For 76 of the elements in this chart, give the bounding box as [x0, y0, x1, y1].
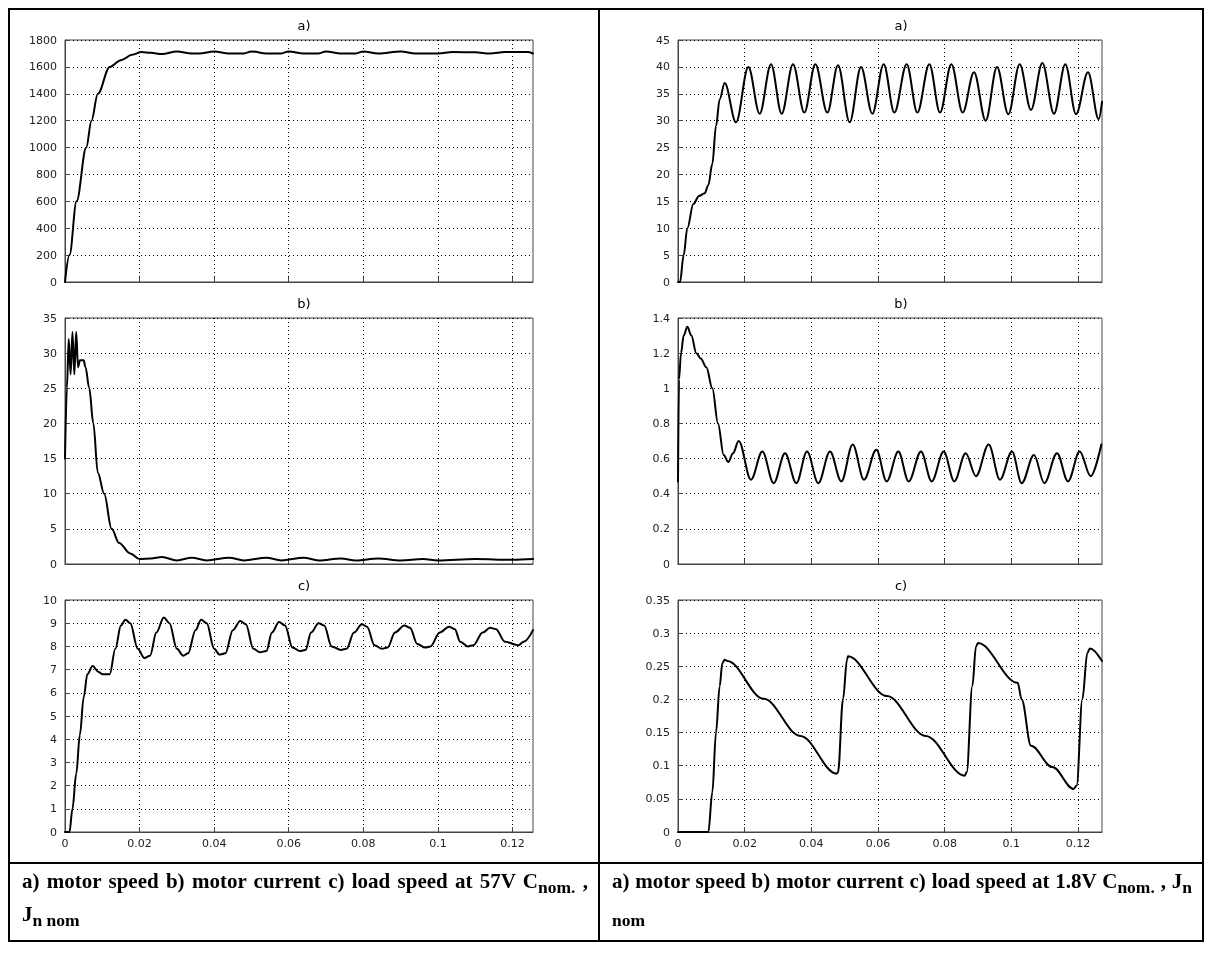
- y-tick-label: 0.15: [645, 726, 670, 740]
- y-tick-label: 30: [43, 346, 57, 360]
- y-tick-label: 200: [36, 248, 57, 262]
- chart-title: b): [297, 296, 311, 311]
- x-tick-label: 0.02: [732, 837, 757, 850]
- y-tick-label: 10: [656, 221, 670, 235]
- chart-title: b): [894, 296, 908, 311]
- x-tick-label: 0.1: [1002, 837, 1021, 850]
- x-tick-label: 0.12: [1065, 837, 1091, 850]
- y-tick-label: 1600: [29, 60, 57, 74]
- x-tick-label: 0.12: [500, 837, 525, 850]
- y-tick-label: 0.4: [652, 487, 670, 501]
- y-tick-label: 5: [50, 709, 57, 723]
- y-tick-label: 0: [50, 825, 57, 839]
- y-tick-label: 400: [36, 221, 57, 235]
- y-tick-label: 25: [43, 381, 57, 395]
- y-tick-label: 8: [50, 639, 57, 653]
- y-tick-label: 2: [50, 779, 57, 793]
- y-tick-label: 10: [43, 593, 57, 607]
- x-tick-label: 0.04: [799, 837, 824, 850]
- y-tick-label: 35: [43, 311, 57, 325]
- y-tick-label: 6: [50, 686, 57, 700]
- y-tick-label: 20: [43, 416, 57, 430]
- x-tick-label: 0.08: [351, 837, 376, 850]
- y-tick-label: 0.25: [645, 659, 670, 673]
- y-tick-label: 45: [656, 33, 670, 47]
- y-tick-label: 7: [50, 663, 57, 677]
- y-tick-label: 1.2: [652, 346, 670, 360]
- x-tick-label: 0.1: [429, 837, 447, 850]
- y-tick-label: 5: [50, 522, 57, 536]
- x-tick-label: 0.08: [932, 837, 957, 850]
- y-tick-label: 0.2: [652, 522, 670, 536]
- y-tick-label: 0: [663, 557, 670, 571]
- x-tick-label: 0.06: [865, 837, 891, 850]
- x-tick-label: 0.04: [201, 837, 227, 850]
- y-tick-label: 25: [656, 141, 670, 155]
- y-tick-label: 1: [50, 802, 57, 816]
- y-tick-label: 30: [656, 114, 670, 128]
- y-tick-label: 5: [663, 248, 670, 262]
- y-tick-label: 1000: [29, 141, 57, 155]
- y-tick-label: 15: [43, 452, 57, 466]
- y-tick-label: 9: [50, 616, 57, 630]
- y-tick-label: 0.8: [652, 416, 670, 430]
- y-tick-label: 4: [50, 732, 57, 746]
- y-tick-label: 10: [43, 487, 57, 501]
- x-tick-label: 0: [674, 837, 682, 850]
- y-tick-label: 0: [663, 275, 670, 289]
- y-tick-label: 1: [663, 381, 670, 395]
- x-tick-label: 0: [61, 837, 69, 850]
- y-tick-label: 0.05: [645, 792, 670, 806]
- chart-title: c): [297, 578, 311, 593]
- text: a) motor speed b) motor current c) load speed at 57V C$_{nom.}$ , J$_{n nom}$: [22, 869, 589, 931]
- y-tick-label: 0: [50, 557, 57, 571]
- y-tick-label: 15: [656, 194, 670, 208]
- y-tick-label: 0.2: [652, 692, 670, 706]
- x-tick-label: 0.02: [127, 837, 152, 850]
- x-tick-label: 0.06: [276, 837, 301, 850]
- y-tick-label: 20: [656, 167, 670, 181]
- y-tick-label: 1.4: [652, 311, 670, 325]
- y-tick-label: 35: [656, 87, 670, 101]
- y-tick-label: 1800: [29, 33, 57, 47]
- y-tick-label: 0.1: [652, 759, 670, 773]
- y-tick-label: 800: [36, 167, 57, 181]
- y-tick-label: 1200: [29, 114, 57, 128]
- chart-title: a): [894, 18, 908, 33]
- chart-title: c): [894, 578, 908, 593]
- chart-title: a): [297, 18, 311, 33]
- y-tick-label: 600: [36, 194, 57, 208]
- y-tick-label: 40: [656, 60, 670, 74]
- y-tick-label: 0: [50, 275, 57, 289]
- y-tick-label: 0.6: [652, 452, 670, 466]
- y-tick-label: 3: [50, 755, 57, 769]
- y-tick-label: 0: [663, 825, 670, 839]
- y-tick-label: 0.35: [645, 593, 670, 607]
- y-tick-label: 0.3: [652, 626, 670, 640]
- y-tick-label: 1400: [29, 87, 57, 101]
